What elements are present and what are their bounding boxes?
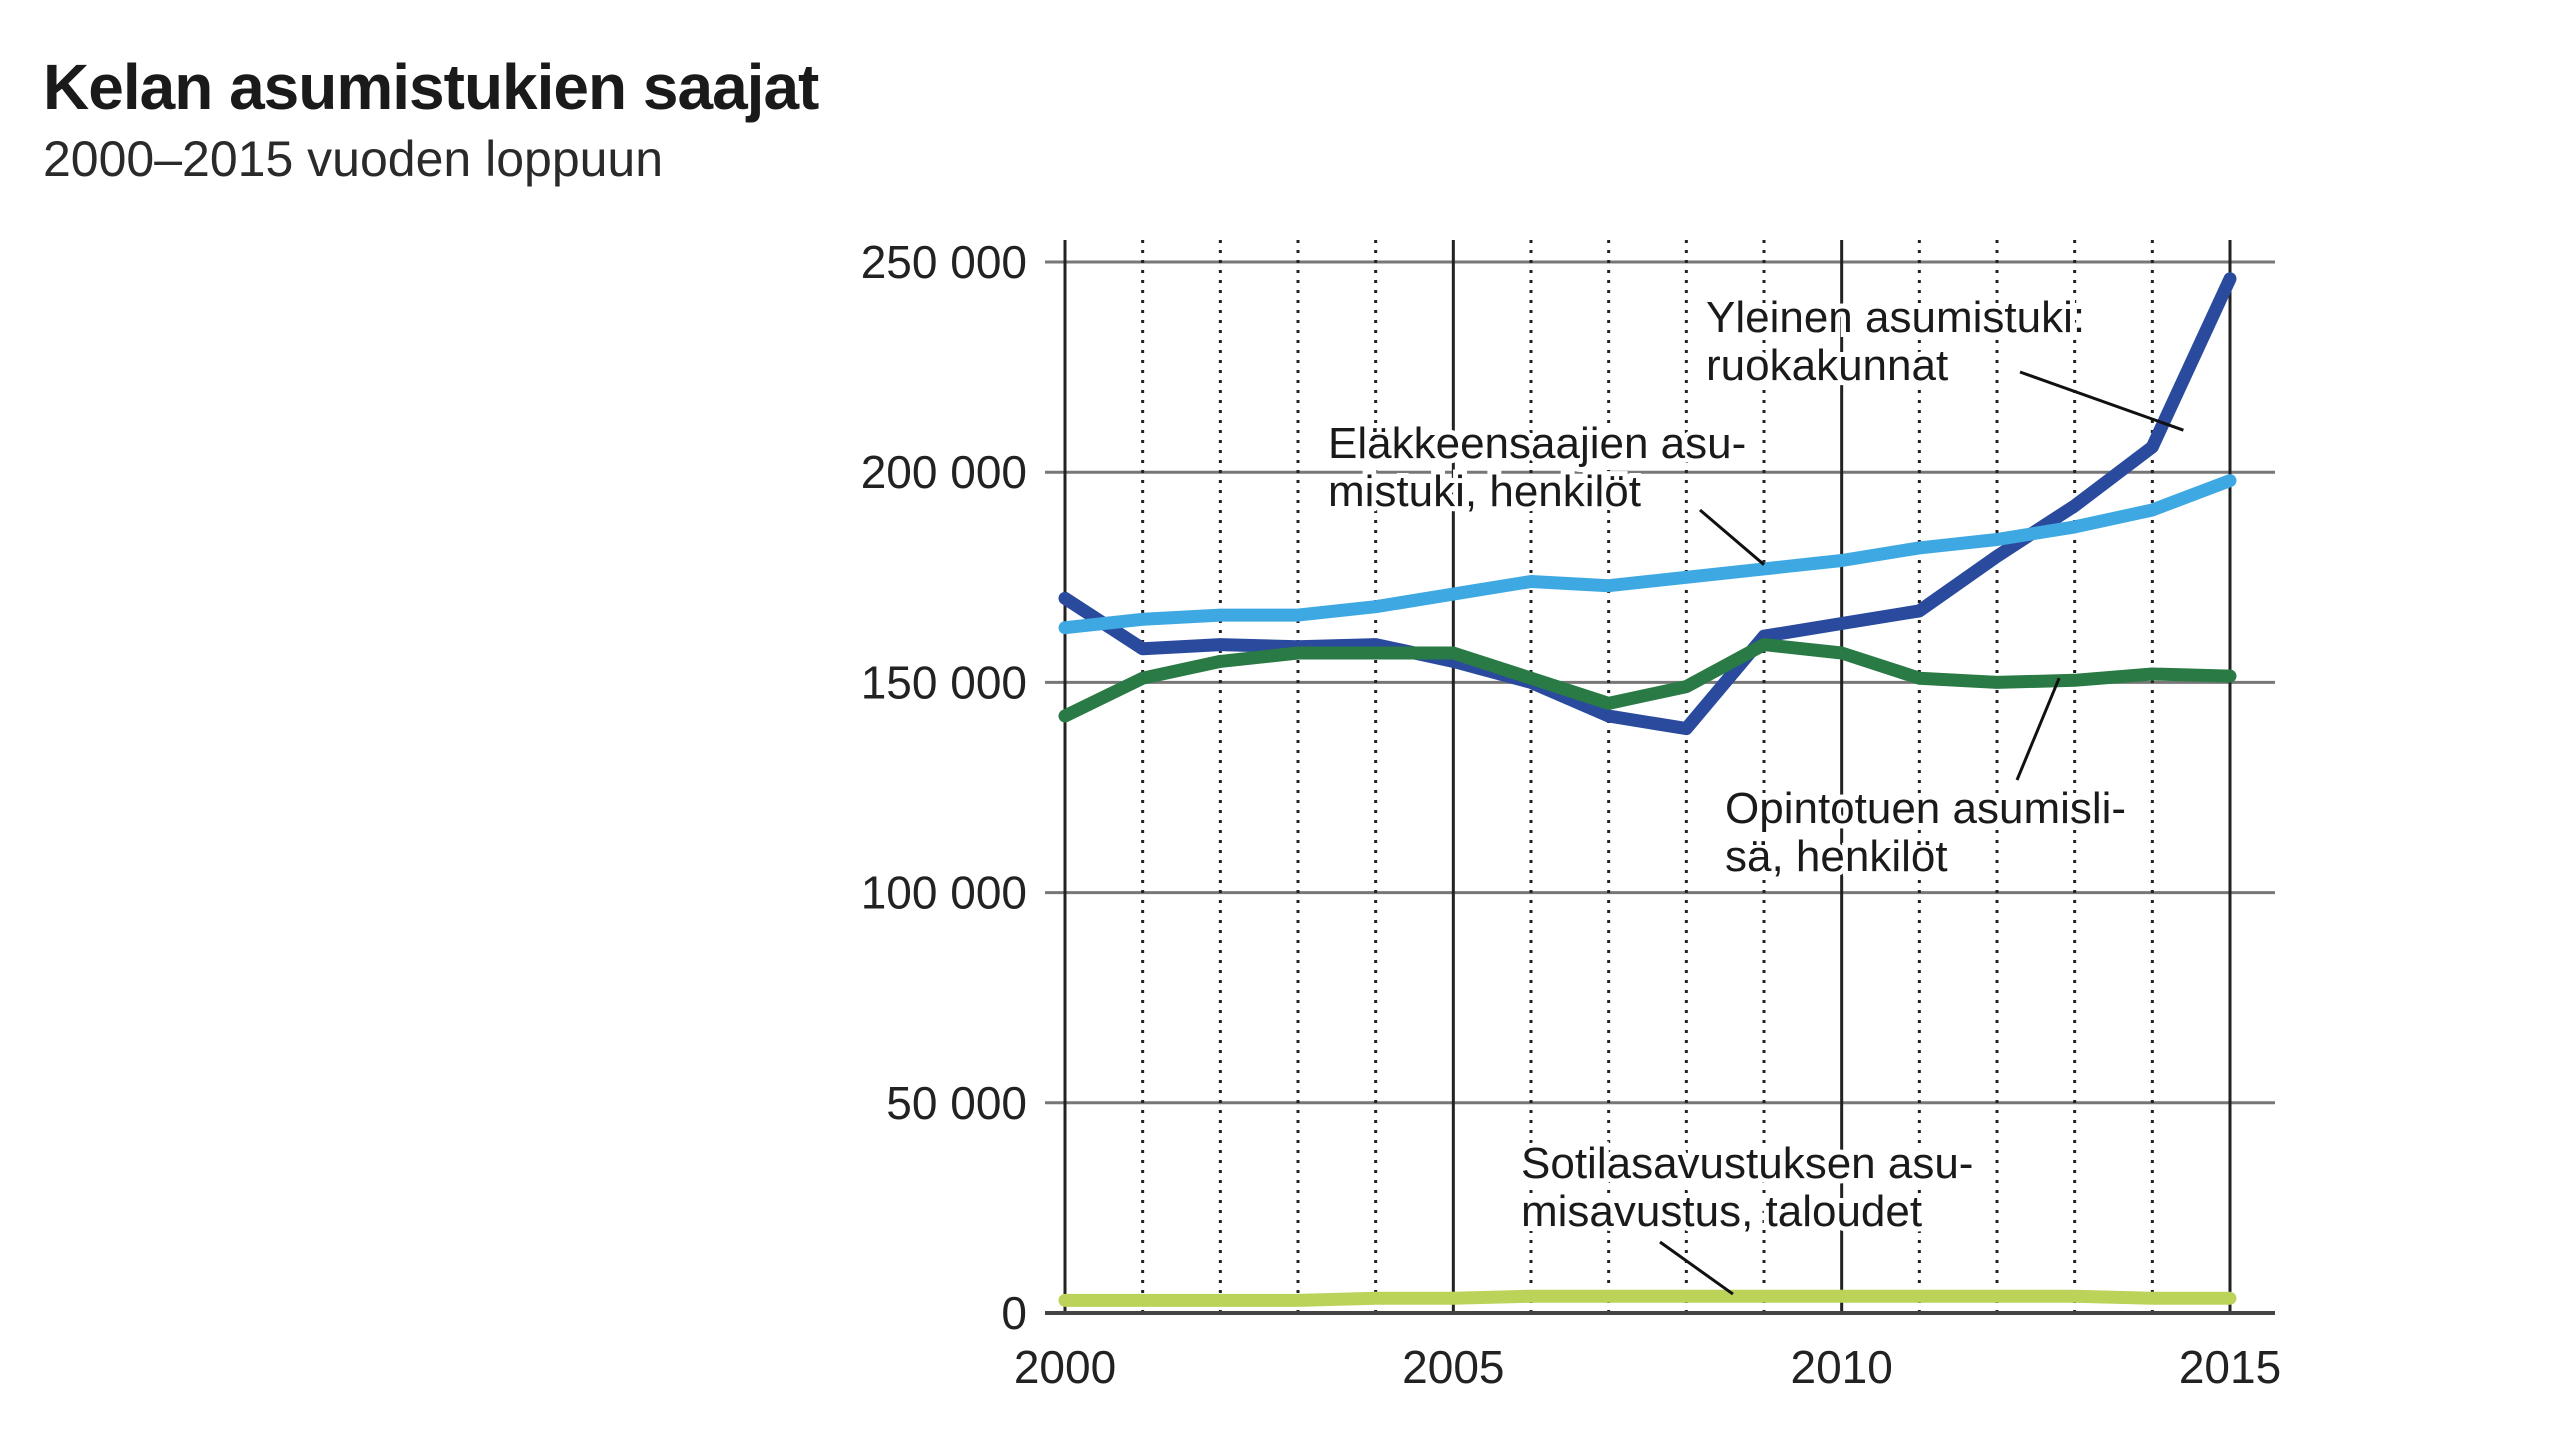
- data-point: [1059, 710, 1071, 723]
- series-line-2: [1058, 474, 2237, 635]
- annotation-line: mistuki, henkilöt: [1328, 467, 1641, 516]
- annotation-label: Sotilasavustuksen asu-misavustus, taloud…: [1521, 1139, 1973, 1236]
- annotations: Yleinen asumistuki: ruokakunnat Eläkkeensa…: [1323, 288, 2184, 1296]
- data-point: [1292, 646, 1304, 659]
- data-point: [1292, 1294, 1304, 1307]
- data-point: [2146, 504, 2159, 517]
- annotation-leader: [1699, 508, 1765, 566]
- y-tick-label: 250 000: [861, 236, 1027, 288]
- data-point: [1913, 672, 1926, 685]
- data-point: [2146, 667, 2159, 680]
- data-point: [2068, 1290, 2081, 1303]
- data-point: [1447, 646, 1460, 659]
- data-point: [1758, 1290, 1770, 1303]
- data-point: [1136, 672, 1149, 685]
- annotation-label: Eläkkeensaajien asu-mistuki, henkilöt: [1328, 419, 1746, 516]
- data-point: [1913, 1290, 1926, 1303]
- y-tick-label: 200 000: [861, 446, 1027, 498]
- data-point: [2224, 272, 2236, 285]
- data-point: [1292, 609, 1304, 622]
- data-point: [1680, 680, 1693, 693]
- chart-title: Kelan asumistukien saajat: [43, 51, 819, 123]
- chart-subtitle: 2000–2015 vuoden loppuun: [43, 131, 664, 187]
- annotation-line: Opintotuen asumisli-: [1725, 784, 2126, 833]
- data-point: [1059, 621, 1071, 634]
- data-point: [1835, 646, 1848, 659]
- data-point: [1525, 1290, 1537, 1303]
- annotation-leader: [2019, 370, 2184, 432]
- annotation-leader: [1659, 1240, 1734, 1296]
- data-point: [2224, 670, 2236, 683]
- annotation-leader: [2015, 677, 2061, 781]
- data-point: [2068, 520, 2081, 533]
- data-point: [2224, 1292, 2236, 1305]
- series-line-3: [1058, 638, 2237, 723]
- annotation-line: misavustus, taloudet: [1521, 1187, 1922, 1236]
- data-point: [1369, 600, 1382, 613]
- data-point: [1991, 533, 2003, 546]
- y-tick-label: 0: [1001, 1287, 1027, 1339]
- series-line-4: [1058, 1289, 2237, 1307]
- x-tick-label: 2010: [1790, 1341, 1892, 1393]
- data-point: [1136, 642, 1149, 655]
- data-point: [1835, 617, 1848, 630]
- data-point: [2068, 674, 2081, 687]
- data-point: [1602, 1290, 1615, 1303]
- data-point: [1602, 697, 1615, 710]
- vertical-gridlines: [1063, 240, 2232, 1313]
- data-point: [1136, 613, 1149, 626]
- data-point: [1214, 1294, 1227, 1307]
- data-point: [1680, 1290, 1693, 1303]
- annotation-label: Opintotuen asumisli-sä, henkilöt: [1725, 784, 2126, 881]
- y-tick-label: 100 000: [861, 867, 1027, 919]
- y-tick-label: 150 000: [861, 656, 1027, 708]
- data-point: [1059, 1294, 1071, 1307]
- data-point: [2146, 440, 2159, 453]
- annotation-line: Eläkkeensaajien asu-: [1328, 419, 1746, 468]
- data-point: [1913, 541, 1926, 554]
- x-tick-label: 2005: [1402, 1341, 1504, 1393]
- annotation-line: ruokakunnat: [1706, 341, 1948, 390]
- y-tick-label: 50 000: [886, 1077, 1027, 1129]
- data-point: [1214, 638, 1227, 651]
- data-point: [1835, 1290, 1848, 1303]
- annotation-line: sä, henkilöt: [1725, 832, 1948, 881]
- data-point: [2146, 1292, 2159, 1305]
- series-lines: [1058, 272, 2237, 1307]
- data-point: [1602, 710, 1615, 723]
- data-point: [1525, 575, 1537, 588]
- data-point: [1835, 554, 1848, 567]
- data-point: [1991, 676, 2003, 689]
- data-point: [1680, 722, 1693, 735]
- annotation-line: Sotilasavustuksen asu-: [1521, 1139, 1973, 1188]
- data-point: [2068, 499, 2081, 512]
- data-point: [1447, 1292, 1460, 1305]
- data-point: [1991, 550, 2003, 563]
- annotation-label: Yleinen asumistuki: ruokakunnat: [1706, 293, 2085, 390]
- annotation-line: Yleinen asumistuki:: [1706, 293, 2085, 342]
- x-tick-label: 2000: [1014, 1341, 1116, 1393]
- data-point: [1991, 1290, 2003, 1303]
- x-tick-label: 2015: [2179, 1341, 2281, 1393]
- data-point: [1913, 604, 1926, 617]
- data-point: [1758, 562, 1770, 575]
- data-point: [1214, 655, 1227, 668]
- data-point: [1602, 579, 1615, 592]
- tick-labels: 0 50 000 100 000 150 000 200 000 250 000 2000 2…: [861, 236, 2281, 1393]
- data-point: [1758, 638, 1770, 651]
- data-point: [1447, 588, 1460, 601]
- data-point: [1525, 672, 1537, 685]
- data-point: [2224, 474, 2236, 487]
- data-point: [1680, 571, 1693, 584]
- data-point: [1369, 646, 1382, 659]
- data-point: [1136, 1294, 1149, 1307]
- data-point: [1369, 1292, 1382, 1305]
- data-point: [1214, 609, 1227, 622]
- data-point: [1059, 592, 1071, 605]
